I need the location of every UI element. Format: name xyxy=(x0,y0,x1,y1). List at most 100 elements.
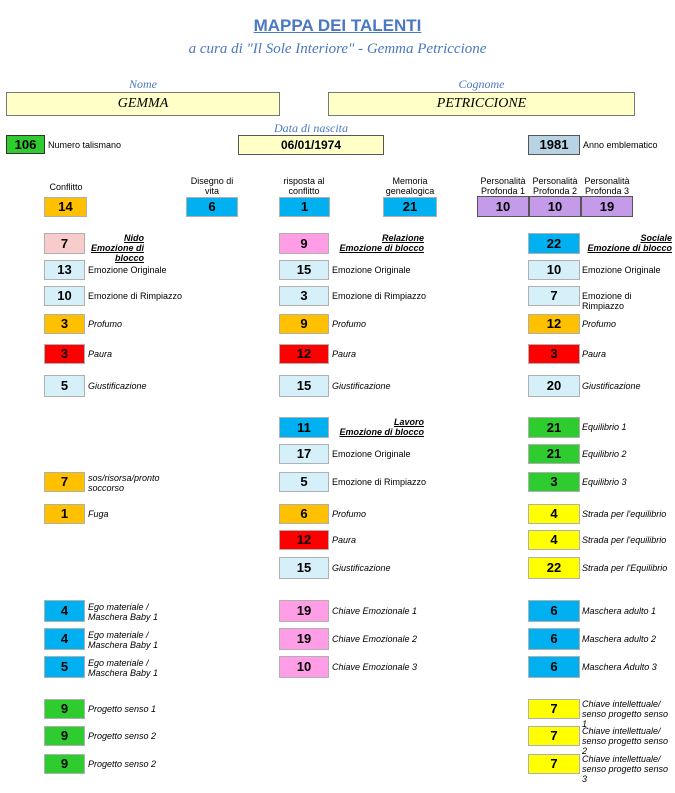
maschera-adulto-1-value: 6 xyxy=(528,600,580,622)
strada-1-label: Strada per l'equilibrio xyxy=(582,509,667,519)
lavoro-profumo-value: 6 xyxy=(279,504,329,524)
progetto-senso-3-value: 9 xyxy=(44,754,85,774)
ego-1-label: Ego materiale / Maschera Baby 1 xyxy=(88,602,159,622)
nome-label: Nome xyxy=(129,77,157,91)
sociale-rimpiazzo-label: Emozione di Rimpiazzo xyxy=(582,291,632,311)
strada-2-value: 4 xyxy=(528,530,580,550)
sociale-blocco: 22 xyxy=(528,233,580,254)
nido-fuga-label: Fuga xyxy=(88,509,109,519)
chiave-emozionale-2-label: Chiave Emozionale 2 xyxy=(332,634,418,644)
nido-profumo-label: Profumo xyxy=(88,319,123,329)
ego-3-value: 5 xyxy=(44,656,85,678)
relazione-originale-label: Emozione Originale xyxy=(332,265,411,275)
nido-rimpiazzo-value: 10 xyxy=(44,286,85,306)
lavoro-rimpiazzo-label: Emozione di Rimpiazzo xyxy=(332,477,427,487)
sociale-paura-label: Paura xyxy=(582,349,607,359)
nido-giustificazione-value: 5 xyxy=(44,375,85,397)
maschera-adulto-2-label: Maschera adulto 2 xyxy=(582,634,657,644)
memoria-label: Memoria genealogica xyxy=(385,176,435,196)
risposta-label: risposta al conflitto xyxy=(283,176,325,196)
conflitto-value: 14 xyxy=(44,197,87,217)
nido-paura-label: Paura xyxy=(88,349,113,359)
progetto-senso-3-label: Progetto senso 2 xyxy=(88,759,157,769)
talismano-value: 106 xyxy=(6,135,45,154)
talismano-label: Numero talismano xyxy=(48,140,122,150)
relazione-originale-value: 15 xyxy=(279,260,329,280)
relazione-giustificazione-value: 15 xyxy=(279,375,329,397)
disegno-label: Disegno di vita xyxy=(190,176,234,196)
chiave-intellettuale-3-label: Chiave intellettuale/senso progetto sens… xyxy=(582,754,669,784)
pers1-label: Personalità Profonda 1 xyxy=(480,176,526,196)
sociale-originale-value: 10 xyxy=(528,260,580,280)
relazione-rimpiazzo-value: 3 xyxy=(279,286,329,306)
chiave-emozionale-1-label: Chiave Emozionale 1 xyxy=(332,606,418,616)
lavoro-rimpiazzo-value: 5 xyxy=(279,472,329,492)
chiave-intellettuale-1-value: 7 xyxy=(528,699,580,719)
nido-paura-value: 3 xyxy=(44,344,85,364)
maschera-adulto-3-label: Maschera Adulto 3 xyxy=(582,662,657,672)
sociale-profumo-label: Profumo xyxy=(582,319,617,329)
relazione-paura-label: Paura xyxy=(332,349,357,359)
sociale-giustificazione-label: Giustificazione xyxy=(582,381,641,391)
strada-3-value: 22 xyxy=(528,557,580,579)
pers3-label: Personalità Profonda 3 xyxy=(584,176,630,196)
nome-field[interactable]: GEMMA xyxy=(6,92,280,116)
chiave-emozionale-3-value: 10 xyxy=(279,656,329,678)
anno-label: Anno emblematico xyxy=(583,140,658,150)
sociale-rimpiazzo-value: 7 xyxy=(528,286,580,306)
maschera-adulto-2-value: 6 xyxy=(528,628,580,650)
anno-value: 1981 xyxy=(528,135,580,155)
equilibrio-2-label: Equilibrio 2 xyxy=(582,449,627,459)
progetto-senso-2-value: 9 xyxy=(44,726,85,746)
nido-fuga-value: 1 xyxy=(44,504,85,524)
sociale-paura-value: 3 xyxy=(528,344,580,364)
lavoro-giustificazione-value: 15 xyxy=(279,557,329,579)
equilibrio-1-label: Equilibrio 1 xyxy=(582,422,627,432)
maschera-adulto-1-label: Maschera adulto 1 xyxy=(582,606,657,616)
nascita-field[interactable]: 06/01/1974 xyxy=(238,135,384,155)
progetto-senso-1-label: Progetto senso 1 xyxy=(88,704,157,714)
risposta-value: 1 xyxy=(279,197,330,217)
lavoro-originale-value: 17 xyxy=(279,444,329,464)
pers3-value: 19 xyxy=(581,196,633,217)
lavoro-blocco: 11 xyxy=(279,417,329,438)
progetto-senso-2-label: Progetto senso 2 xyxy=(88,731,157,741)
equilibrio-2-value: 21 xyxy=(528,444,580,464)
ego-1-value: 4 xyxy=(44,600,85,622)
memoria-value: 21 xyxy=(383,197,437,217)
lavoro-header: Lavoro Emozione di blocco xyxy=(339,417,424,437)
chiave-intellettuale-3-value: 7 xyxy=(528,754,580,774)
ego-2-label: Ego materiale / Maschera Baby 1 xyxy=(88,630,159,650)
nido-giustificazione-label: Giustificazione xyxy=(88,381,147,391)
ego-3-label: Ego materiale / Maschera Baby 1 xyxy=(88,658,159,678)
lavoro-paura-label: Paura xyxy=(332,535,357,545)
nido-sos-label: sos/risorsa/pronto soccorso xyxy=(88,473,160,493)
pers1-value: 10 xyxy=(477,196,529,217)
strada-1-value: 4 xyxy=(528,504,580,524)
chiave-emozionale-1-value: 19 xyxy=(279,600,329,622)
cognome-field[interactable]: PETRICCIONE xyxy=(328,92,635,116)
nido-originale-value: 13 xyxy=(44,260,85,280)
chiave-intellettuale-2-label: Chiave intellettuale/senso progetto sens… xyxy=(582,726,669,756)
relazione-header: Relazione Emozione di blocco xyxy=(339,233,424,253)
nascita-label: Data di nascita xyxy=(274,121,348,135)
lavoro-giustificazione-label: Giustificazione xyxy=(332,563,391,573)
sociale-header: Sociale Emozione di blocco xyxy=(587,233,672,253)
equilibrio-3-value: 3 xyxy=(528,472,580,492)
relazione-blocco: 9 xyxy=(279,233,329,254)
nido-header: Nido Emozione di blocco xyxy=(90,233,144,263)
equilibrio-3-label: Equilibrio 3 xyxy=(582,477,627,487)
pers2-value: 10 xyxy=(529,196,581,217)
lavoro-originale-label: Emozione Originale xyxy=(332,449,411,459)
sociale-giustificazione-value: 20 xyxy=(528,375,580,397)
relazione-paura-value: 12 xyxy=(279,344,329,364)
disegno-value: 6 xyxy=(186,197,238,217)
maschera-adulto-3-value: 6 xyxy=(528,656,580,678)
strada-3-label: Strada per l'Equilibrio xyxy=(582,563,668,573)
sociale-profumo-value: 12 xyxy=(528,314,580,334)
relazione-profumo-value: 9 xyxy=(279,314,329,334)
page-title: MAPPA DEI TALENTI xyxy=(253,16,422,35)
nido-profumo-value: 3 xyxy=(44,314,85,334)
nido-blocco: 7 xyxy=(44,233,85,254)
lavoro-paura-value: 12 xyxy=(279,530,329,550)
